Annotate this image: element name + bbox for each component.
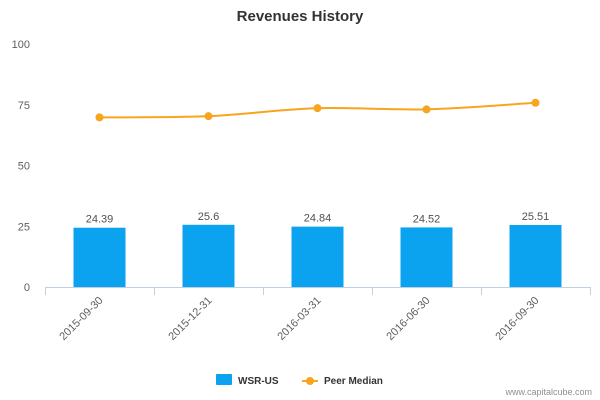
- credit-text[interactable]: www.capitalcube.com: [504, 387, 592, 397]
- bar-series: [73, 224, 562, 287]
- bar-data-label: 24.84: [304, 213, 332, 225]
- y-tick-label: 75: [18, 100, 30, 112]
- bar-data-label: 25.51: [522, 211, 550, 223]
- bar-data-label: 25.6: [198, 211, 219, 223]
- x-tick-label: 2015-12-31: [166, 295, 214, 343]
- y-tick-label: 50: [18, 161, 30, 173]
- bar-data-label: 24.39: [86, 214, 114, 226]
- legend-label-bar[interactable]: WSR-US: [238, 376, 279, 387]
- x-axis: 2015-09-30 2015-12-31 2016-03-31 2016-06-30…: [45, 287, 591, 343]
- legend-swatch-bar[interactable]: [216, 374, 232, 385]
- line-point[interactable]: [313, 104, 322, 113]
- legend-label-line[interactable]: Peer Median: [324, 376, 383, 387]
- line-point[interactable]: [531, 98, 540, 107]
- bar-data-labels: 24.39 25.6 24.84 24.52 25.51: [86, 211, 550, 226]
- x-tick-label: 2015-09-30: [57, 295, 105, 343]
- line-point[interactable]: [95, 113, 104, 122]
- y-tick-label: 100: [12, 39, 30, 51]
- y-axis-ticks: 0 25 50 75 100: [12, 39, 30, 294]
- chart-title: Revenues History: [237, 8, 364, 25]
- y-tick-label: 0: [24, 282, 30, 294]
- x-tick-label: 2016-06-30: [384, 295, 432, 343]
- bar[interactable]: [509, 225, 562, 287]
- y-tick-label: 25: [18, 221, 30, 233]
- x-tick-label: 2016-03-31: [275, 295, 323, 343]
- bar-data-label: 24.52: [413, 213, 441, 225]
- bar[interactable]: [291, 226, 344, 287]
- line-point[interactable]: [422, 105, 431, 114]
- bar[interactable]: [73, 227, 126, 287]
- x-tick-label: 2016-09-30: [493, 295, 541, 343]
- line-point[interactable]: [204, 112, 213, 121]
- bar[interactable]: [400, 227, 453, 287]
- legend: WSR-US Peer Median: [216, 374, 383, 387]
- bar[interactable]: [182, 224, 235, 287]
- line-series: [95, 98, 540, 122]
- legend-swatch-marker: [306, 377, 314, 385]
